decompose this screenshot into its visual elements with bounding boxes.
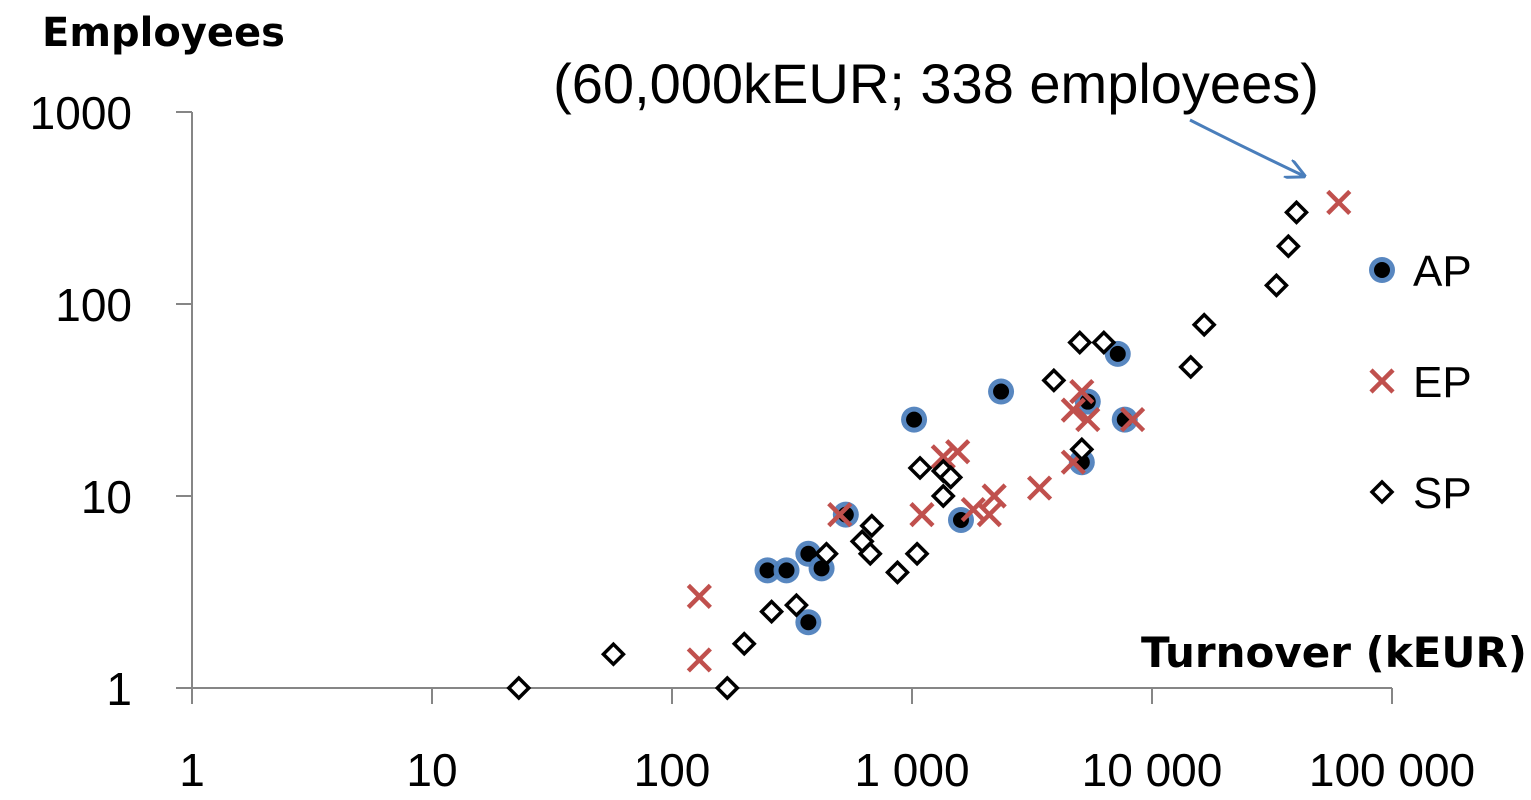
data-point-sp: [1275, 233, 1301, 259]
data-point-sp: [1191, 312, 1217, 338]
annotation-arrow: [1189, 118, 1304, 176]
x-tick-label: 1: [179, 744, 205, 796]
data-point-sp: [600, 641, 626, 667]
data-point-sp: [759, 599, 785, 625]
data-point-sp: [930, 483, 956, 509]
data-point-sp: [1178, 354, 1204, 380]
data-point-sp: [1284, 199, 1309, 225]
y-tick-label: 1: [106, 663, 132, 715]
data-point-ap: [1104, 340, 1131, 367]
y-tick-label: 100: [55, 279, 132, 331]
data-point-ap: [754, 557, 781, 584]
data-point-ep: [960, 496, 986, 523]
x-ticks: 1 10 100 1 000 10 000 100 000: [179, 688, 1475, 796]
data-point-ep: [909, 502, 935, 528]
data-point-sp: [731, 631, 757, 657]
data-point-sp: [714, 675, 740, 701]
data-point-sp: [1041, 367, 1067, 393]
y-tick-label: 10: [81, 471, 132, 523]
data-point-sp: [859, 513, 885, 539]
data-point-sp: [938, 464, 964, 490]
data-point-ap: [901, 406, 928, 433]
data-points: [506, 189, 1352, 701]
data-point-ep: [827, 502, 853, 528]
x-tick-label: 10 000: [1082, 744, 1223, 796]
data-point-ep: [1060, 397, 1086, 423]
axes: [191, 112, 1392, 689]
data-point-sp: [1067, 330, 1093, 356]
legend-label: EP: [1413, 358, 1472, 407]
y-axis-title: Employees: [42, 10, 285, 56]
data-point-sp: [506, 675, 532, 701]
legend-item-ep: EP: [1369, 358, 1472, 407]
data-point-ap: [795, 609, 822, 636]
y-tick-label: 1000: [30, 87, 132, 139]
x-tick-label: 1 000: [854, 744, 969, 796]
x-tick-label: 10: [406, 744, 457, 796]
legend: AP EP SP: [1369, 247, 1472, 518]
data-point-ap: [988, 378, 1015, 405]
data-point-ep: [930, 444, 956, 470]
data-point-ep: [981, 483, 1007, 509]
data-point-ep: [1026, 475, 1053, 501]
data-point-sp: [783, 592, 809, 618]
legend-label: AP: [1413, 247, 1472, 296]
data-point-ep: [976, 502, 1002, 528]
legend-label: SP: [1413, 469, 1472, 518]
data-point-ep: [1069, 378, 1095, 405]
data-point-sp: [1069, 436, 1095, 462]
data-point-ep: [1119, 407, 1146, 433]
x-tick-label: 100 000: [1309, 744, 1475, 796]
x-axis-title: Turnover (kEUR): [1141, 628, 1527, 677]
data-point-sp: [904, 541, 930, 567]
y-ticks: 1 10 100 1000: [30, 87, 192, 715]
data-point-sp: [857, 541, 883, 567]
data-point-ep: [686, 583, 712, 609]
legend-item-sp: SP: [1369, 469, 1472, 518]
data-point-ep: [686, 647, 712, 673]
data-point-sp: [885, 559, 910, 585]
legend-marker-sp: [1369, 479, 1395, 505]
data-point-sp: [1091, 330, 1117, 356]
data-point-sp: [1263, 272, 1289, 298]
data-point-ep: [1326, 189, 1352, 216]
legend-marker-ap: [1369, 257, 1395, 283]
legend-item-ap: AP: [1369, 247, 1472, 296]
annotation-text: (60,000kEUR; 338 employees): [553, 52, 1319, 115]
data-point-sp: [907, 455, 933, 481]
data-point-ep: [945, 439, 971, 465]
data-point-ep: [1075, 407, 1101, 433]
x-tick-label: 100: [634, 744, 711, 796]
data-point-sp: [813, 541, 839, 567]
data-point-ap: [773, 557, 800, 584]
legend-marker-ep: [1369, 368, 1395, 394]
